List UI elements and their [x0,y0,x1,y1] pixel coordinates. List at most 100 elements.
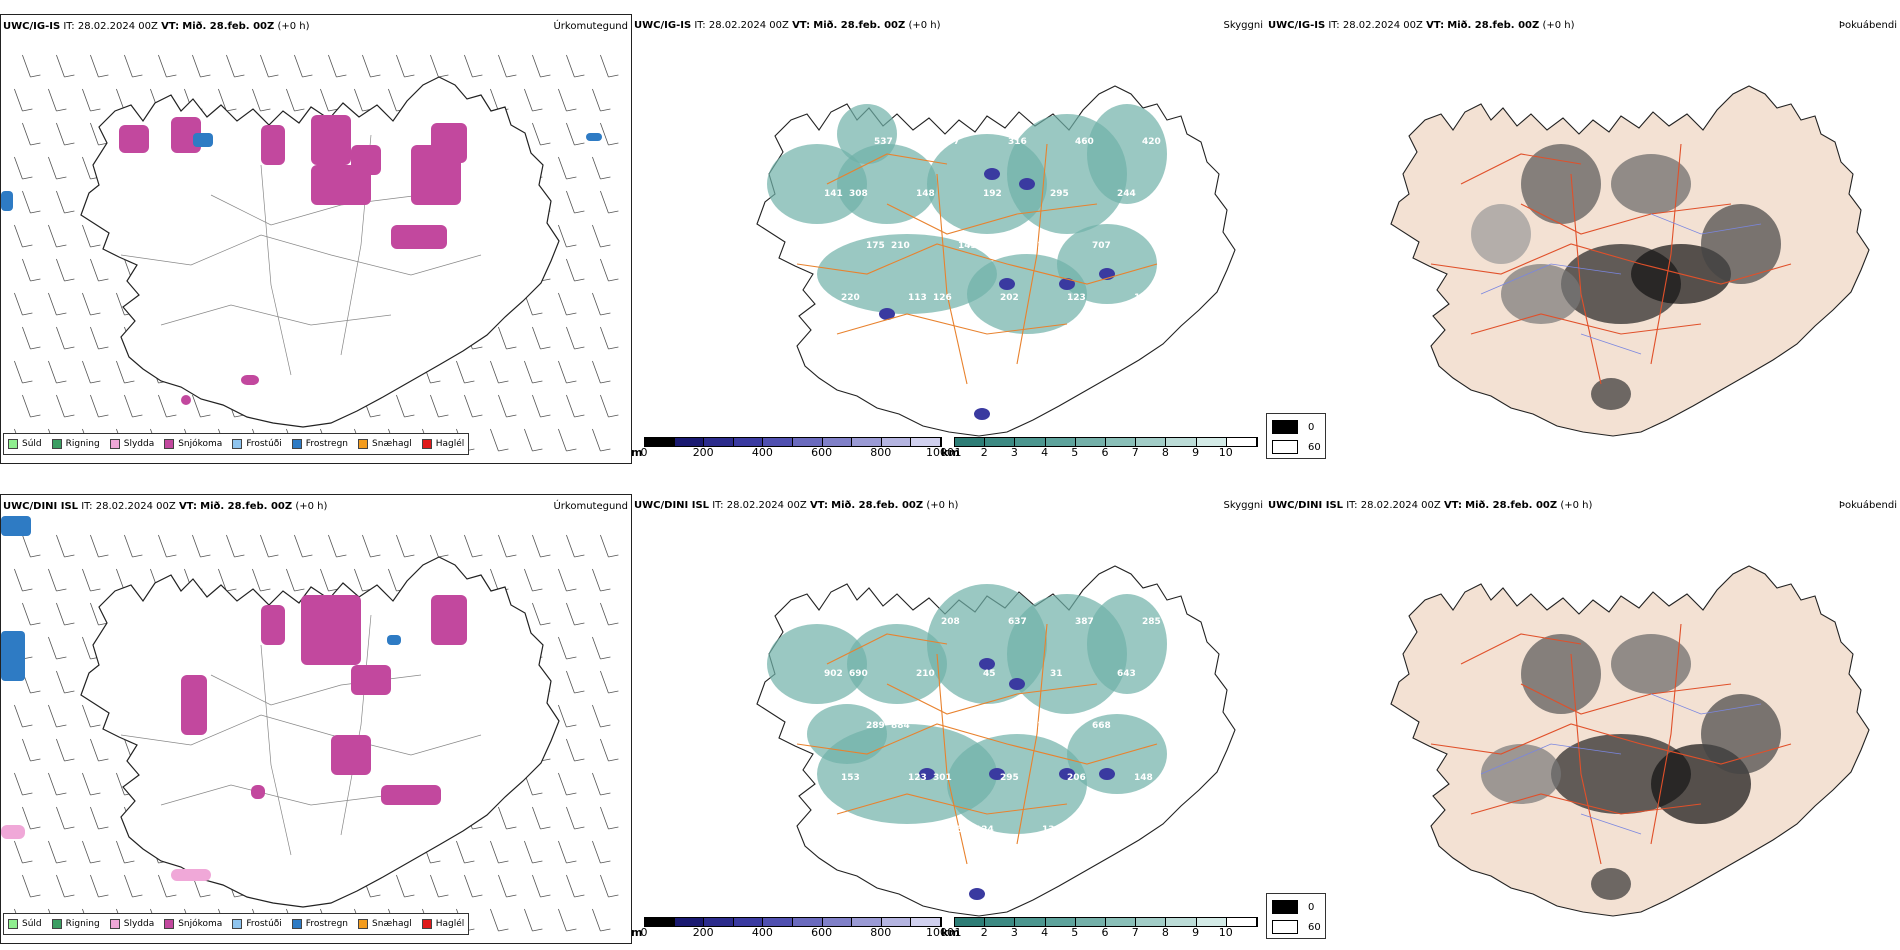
visibility-label: 15 [958,721,971,731]
colorbar-cell [852,438,882,446]
rivers [1480,693,1762,835]
precip-type-map-top [1,54,619,452]
fog-map-top [1390,85,1870,437]
legend-label: Snæhagl [372,439,412,449]
fog-legend-top: 0 60 [1266,413,1326,459]
colorbar-cell [1075,438,1107,446]
freezing-rain-areas [1,133,602,211]
colorbar-tick-label: 400 [751,926,773,939]
colorbar-strip [954,917,1258,927]
legend-item: Frostúði [232,439,282,449]
colorbar-cell [822,438,853,446]
colorbar-tick-label: 1 [954,926,962,939]
visibility-label: 202 [1000,293,1019,303]
freezing-rain-areas [1,516,401,681]
roads [796,143,1158,385]
visibility-label: 460 [1075,137,1094,147]
fog-legend-row: 60 [1272,440,1321,454]
iceland-landmass [80,76,560,428]
panel-header-top: UWC/IG-IS IT: 28.02.2024 00Z VT: Mið. 28… [3,21,310,32]
iceland-landmass: 318 258 208 637 387 285 690 210 45 31 643 902 884 15 7… [756,565,1236,917]
panel-title: Þokuábendi [1838,20,1897,31]
colorbar-tick-label: 10 [1218,926,1233,939]
legend-swatch [291,439,302,449]
legend-swatch [291,919,302,929]
panel-header-bottom: UWC/DINI ISL IT: 28.02.2024 00Z VT: Mið.… [1268,500,1593,511]
colorbar-tick-label: 7 [1131,926,1139,939]
visibility-colorbar-top: km 1 2 3 4 5 6 7 8 9 10 [941,437,1262,459]
colorbar-tick-label: 3 [1010,926,1018,939]
colorbar-cell [911,918,941,926]
colorbar-cell [1196,438,1227,446]
visibility-label: 295 [1050,189,1069,199]
colorbar-cell [1196,918,1227,926]
visibility-label: 124 [975,825,994,835]
panel-title: Skyggni [1223,20,1263,31]
visibility-label: 902 [824,669,843,679]
colorbar-unit: m [631,926,643,939]
visibility-colorbar-bottom: km 1 2 3 4 5 6 7 8 9 10 [941,917,1262,939]
colorbar-tick-label: 800 [870,926,892,939]
colorbar-tick-label: 2 [980,446,988,459]
colorbar-tick-label: 10 [1218,446,1233,459]
visibility-label: 295 [1000,773,1019,783]
visibility-label: 192 [983,189,1002,199]
cloud-base-field [879,168,1115,420]
colorbar-cell [674,918,705,926]
legend-label: Frostúði [246,439,282,449]
colorbar-tick-label: 8 [1161,926,1169,939]
legend-swatch [164,919,175,929]
panel-title: Úrkomutegund [553,501,628,512]
legend-item: Snæhagl [358,439,412,449]
legend-swatch [51,919,62,929]
height-colorbar-top: m 0 200 400 600 800 1000 [631,437,954,459]
visibility-field [767,104,1167,334]
legend-swatch [109,919,120,929]
visibility-label: 148 [916,189,935,199]
colorbar-tick-label: 1000 [926,926,954,939]
fog-legend-swatch [1272,900,1298,914]
fog-panel-bottom: UWC/DINI ISL IT: 28.02.2024 00Z VT: Mið.… [1266,494,1900,944]
fog-legend-swatch [1272,440,1298,454]
colorbar-cell [852,918,882,926]
visibility-label: 316 [1008,137,1027,147]
roads [1430,143,1792,385]
colorbar-tick-label: 1 [954,446,962,459]
panel-title: Skyggni [1223,500,1263,511]
visibility-labels: 822 537 577 316 460 420 308 148 192 295 244 141 210 1… [807,137,1178,355]
visibility-label: 707 [1092,241,1111,251]
fog-legend-row: 0 [1272,420,1314,434]
fog-legend-bottom: 0 60 [1266,893,1326,939]
legend-label: Snæhagl [372,919,412,929]
colorbar-tick-label: 0 [640,446,648,459]
visibility-label: 301 [933,773,952,783]
visibility-label: 822 [807,137,826,147]
height-colorbar-bottom: m 0 200 400 600 800 1000 [631,917,954,939]
precip-legend-top: Súld Rigning Slydda Snjókoma Frostúði Frostre… [3,433,470,455]
visibility-label: 153 [841,773,860,783]
colorbar-cell [645,918,675,926]
fog-legend-row: 60 [1272,920,1321,934]
visibility-label: 258 [874,617,893,627]
cloud-map-bottom: 318 258 208 637 387 285 690 210 45 31 643 902 884 15 7… [756,565,1236,917]
visibility-label: 643 [1117,669,1136,679]
visibility-label: 210 [916,669,935,679]
visibility-label: 148 [1134,773,1153,783]
colorbar-tick-label: 800 [870,446,892,459]
colorbar-cell [1136,918,1167,926]
colorbar-unit: m [631,446,643,459]
fog-legend-label: 60 [1308,921,1321,933]
visibility-label: 289 [866,721,885,731]
fog-legend-row: 0 [1272,900,1314,914]
legend-label: Frostregn [305,919,349,929]
legend-label: Frostúði [246,919,282,929]
legend-item: Súld [8,439,42,449]
colorbar-strip [644,437,942,447]
colorbar-cell [1166,438,1197,446]
visibility-label: 210 [891,241,910,251]
visibility-label: 126 [933,293,952,303]
visibility-label: 712 [1025,721,1044,731]
visibility-label: 308 [849,189,868,199]
colorbar-unit: km [941,446,960,459]
colorbar-tick-label: 8 [1161,446,1169,459]
